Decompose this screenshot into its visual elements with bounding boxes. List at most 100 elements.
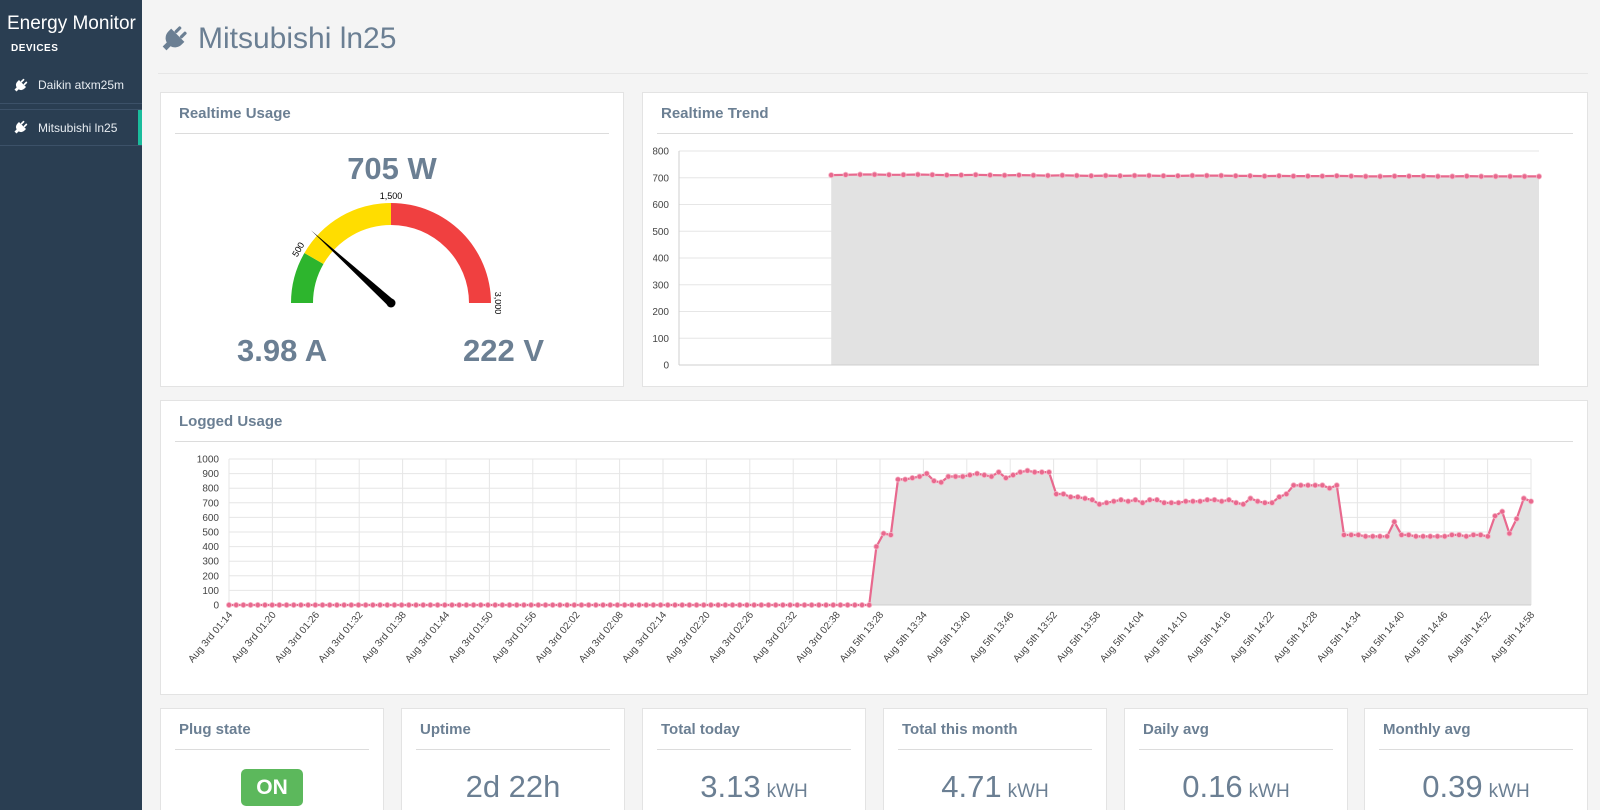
data-point (929, 171, 936, 178)
data-point (1059, 172, 1066, 179)
data-point (528, 601, 535, 608)
card-title: Total this month (902, 721, 1018, 738)
y-tick-label: 300 (653, 280, 669, 291)
data-point (943, 172, 950, 179)
sidebar-item-daikin[interactable]: Daikin atxm25m (0, 67, 142, 104)
card-title: Monthly avg (1383, 721, 1471, 738)
gauge-green-band (291, 253, 324, 303)
data-point (1362, 533, 1369, 540)
x-tick-label: Aug 3rd 01:26 (273, 610, 322, 666)
x-tick-label: Aug 3rd 02:08 (577, 610, 626, 666)
data-point (1074, 493, 1081, 500)
data-point (477, 601, 484, 608)
x-tick-label: Aug 5th 13:28 (838, 610, 887, 665)
data-point (1160, 172, 1167, 179)
data-point (470, 601, 477, 608)
data-point (600, 601, 607, 608)
divider (158, 73, 1588, 74)
data-point (772, 601, 779, 608)
data-point (1175, 499, 1182, 506)
data-point (1319, 482, 1326, 489)
data-point (1096, 501, 1103, 508)
plug-icon (162, 26, 187, 51)
data-point (1145, 172, 1152, 179)
divider (175, 133, 609, 134)
data-point (700, 601, 707, 608)
data-point (1001, 172, 1008, 179)
data-point (1073, 172, 1080, 179)
data-point (900, 171, 907, 178)
data-point (233, 601, 240, 608)
x-tick-label: Aug 5th 14:34 (1315, 610, 1364, 665)
plug-state-toggle[interactable]: ON (241, 769, 303, 806)
data-point (261, 601, 268, 608)
data-point (958, 172, 965, 179)
stat-unit: kWH (766, 781, 808, 802)
data-point (815, 601, 822, 608)
gauge-tick-label: 3,000 (493, 292, 501, 315)
x-tick-label: Aug 5th 13:52 (1011, 610, 1060, 665)
data-point (636, 601, 643, 608)
realtime-usage-panel: Realtime Usage 705 W 500 1,500 3,000 3.9… (160, 92, 624, 387)
data-point (556, 601, 563, 608)
data-point (499, 601, 506, 608)
panel-title: Realtime Usage (179, 105, 291, 122)
data-point (1463, 173, 1470, 180)
y-tick-label: 800 (202, 484, 219, 495)
data-point (226, 601, 233, 608)
data-point (722, 601, 729, 608)
data-point (1304, 173, 1311, 180)
data-point (1276, 493, 1283, 500)
data-point (1204, 496, 1211, 503)
data-point (1254, 498, 1261, 505)
realtime-trend-chart: 0 100 200 300 400 500 600 700 800 (653, 147, 1543, 372)
data-point (1484, 533, 1491, 540)
data-point (1456, 531, 1463, 538)
data-point (779, 601, 786, 608)
data-point (1391, 518, 1398, 525)
data-point (1369, 533, 1376, 540)
data-point (729, 601, 736, 608)
stat-value: 0.39 (1422, 769, 1483, 804)
data-point (333, 601, 340, 608)
x-tick-label: Aug 5th 14:52 (1445, 610, 1494, 665)
data-point (564, 601, 571, 608)
data-point (1038, 469, 1045, 476)
y-tick-label: 600 (202, 513, 219, 524)
data-point (1261, 173, 1268, 180)
data-point (492, 601, 499, 608)
panel-title: Realtime Trend (661, 105, 769, 122)
data-point (923, 470, 930, 477)
data-point (851, 601, 858, 608)
x-tick-label: Aug 3rd 01:50 (447, 610, 496, 666)
data-point (1117, 496, 1124, 503)
y-tick-label: 900 (202, 469, 219, 480)
gauge-yellow-band (304, 203, 391, 264)
data-point (1478, 173, 1485, 180)
data-point (269, 601, 276, 608)
data-point (871, 171, 878, 178)
data-point (1131, 172, 1138, 179)
y-tick-label: 100 (202, 586, 219, 597)
divider (1139, 749, 1333, 750)
data-point (362, 601, 369, 608)
data-point (513, 601, 520, 608)
data-point (930, 477, 937, 484)
series-area (229, 470, 1531, 605)
x-tick-label: Aug 5th 14:10 (1142, 610, 1191, 665)
sidebar-item-label: Daikin atxm25m (38, 78, 125, 92)
voltage-value: 222 V (463, 333, 545, 368)
data-point (1420, 173, 1427, 180)
y-tick-label: 400 (653, 254, 669, 265)
data-point (686, 601, 693, 608)
plug-state-card: Plug state ON (160, 708, 384, 810)
data-point (1269, 499, 1276, 506)
data-point (808, 601, 815, 608)
y-tick-label: 200 (202, 571, 219, 582)
sidebar-item-mitsubishi[interactable]: Mitsubishi ln25 (0, 109, 142, 146)
divider (175, 441, 1573, 442)
data-point (1384, 533, 1391, 540)
stat-value: 0.16 (1182, 769, 1243, 804)
data-point (621, 601, 628, 608)
data-point (981, 472, 988, 479)
